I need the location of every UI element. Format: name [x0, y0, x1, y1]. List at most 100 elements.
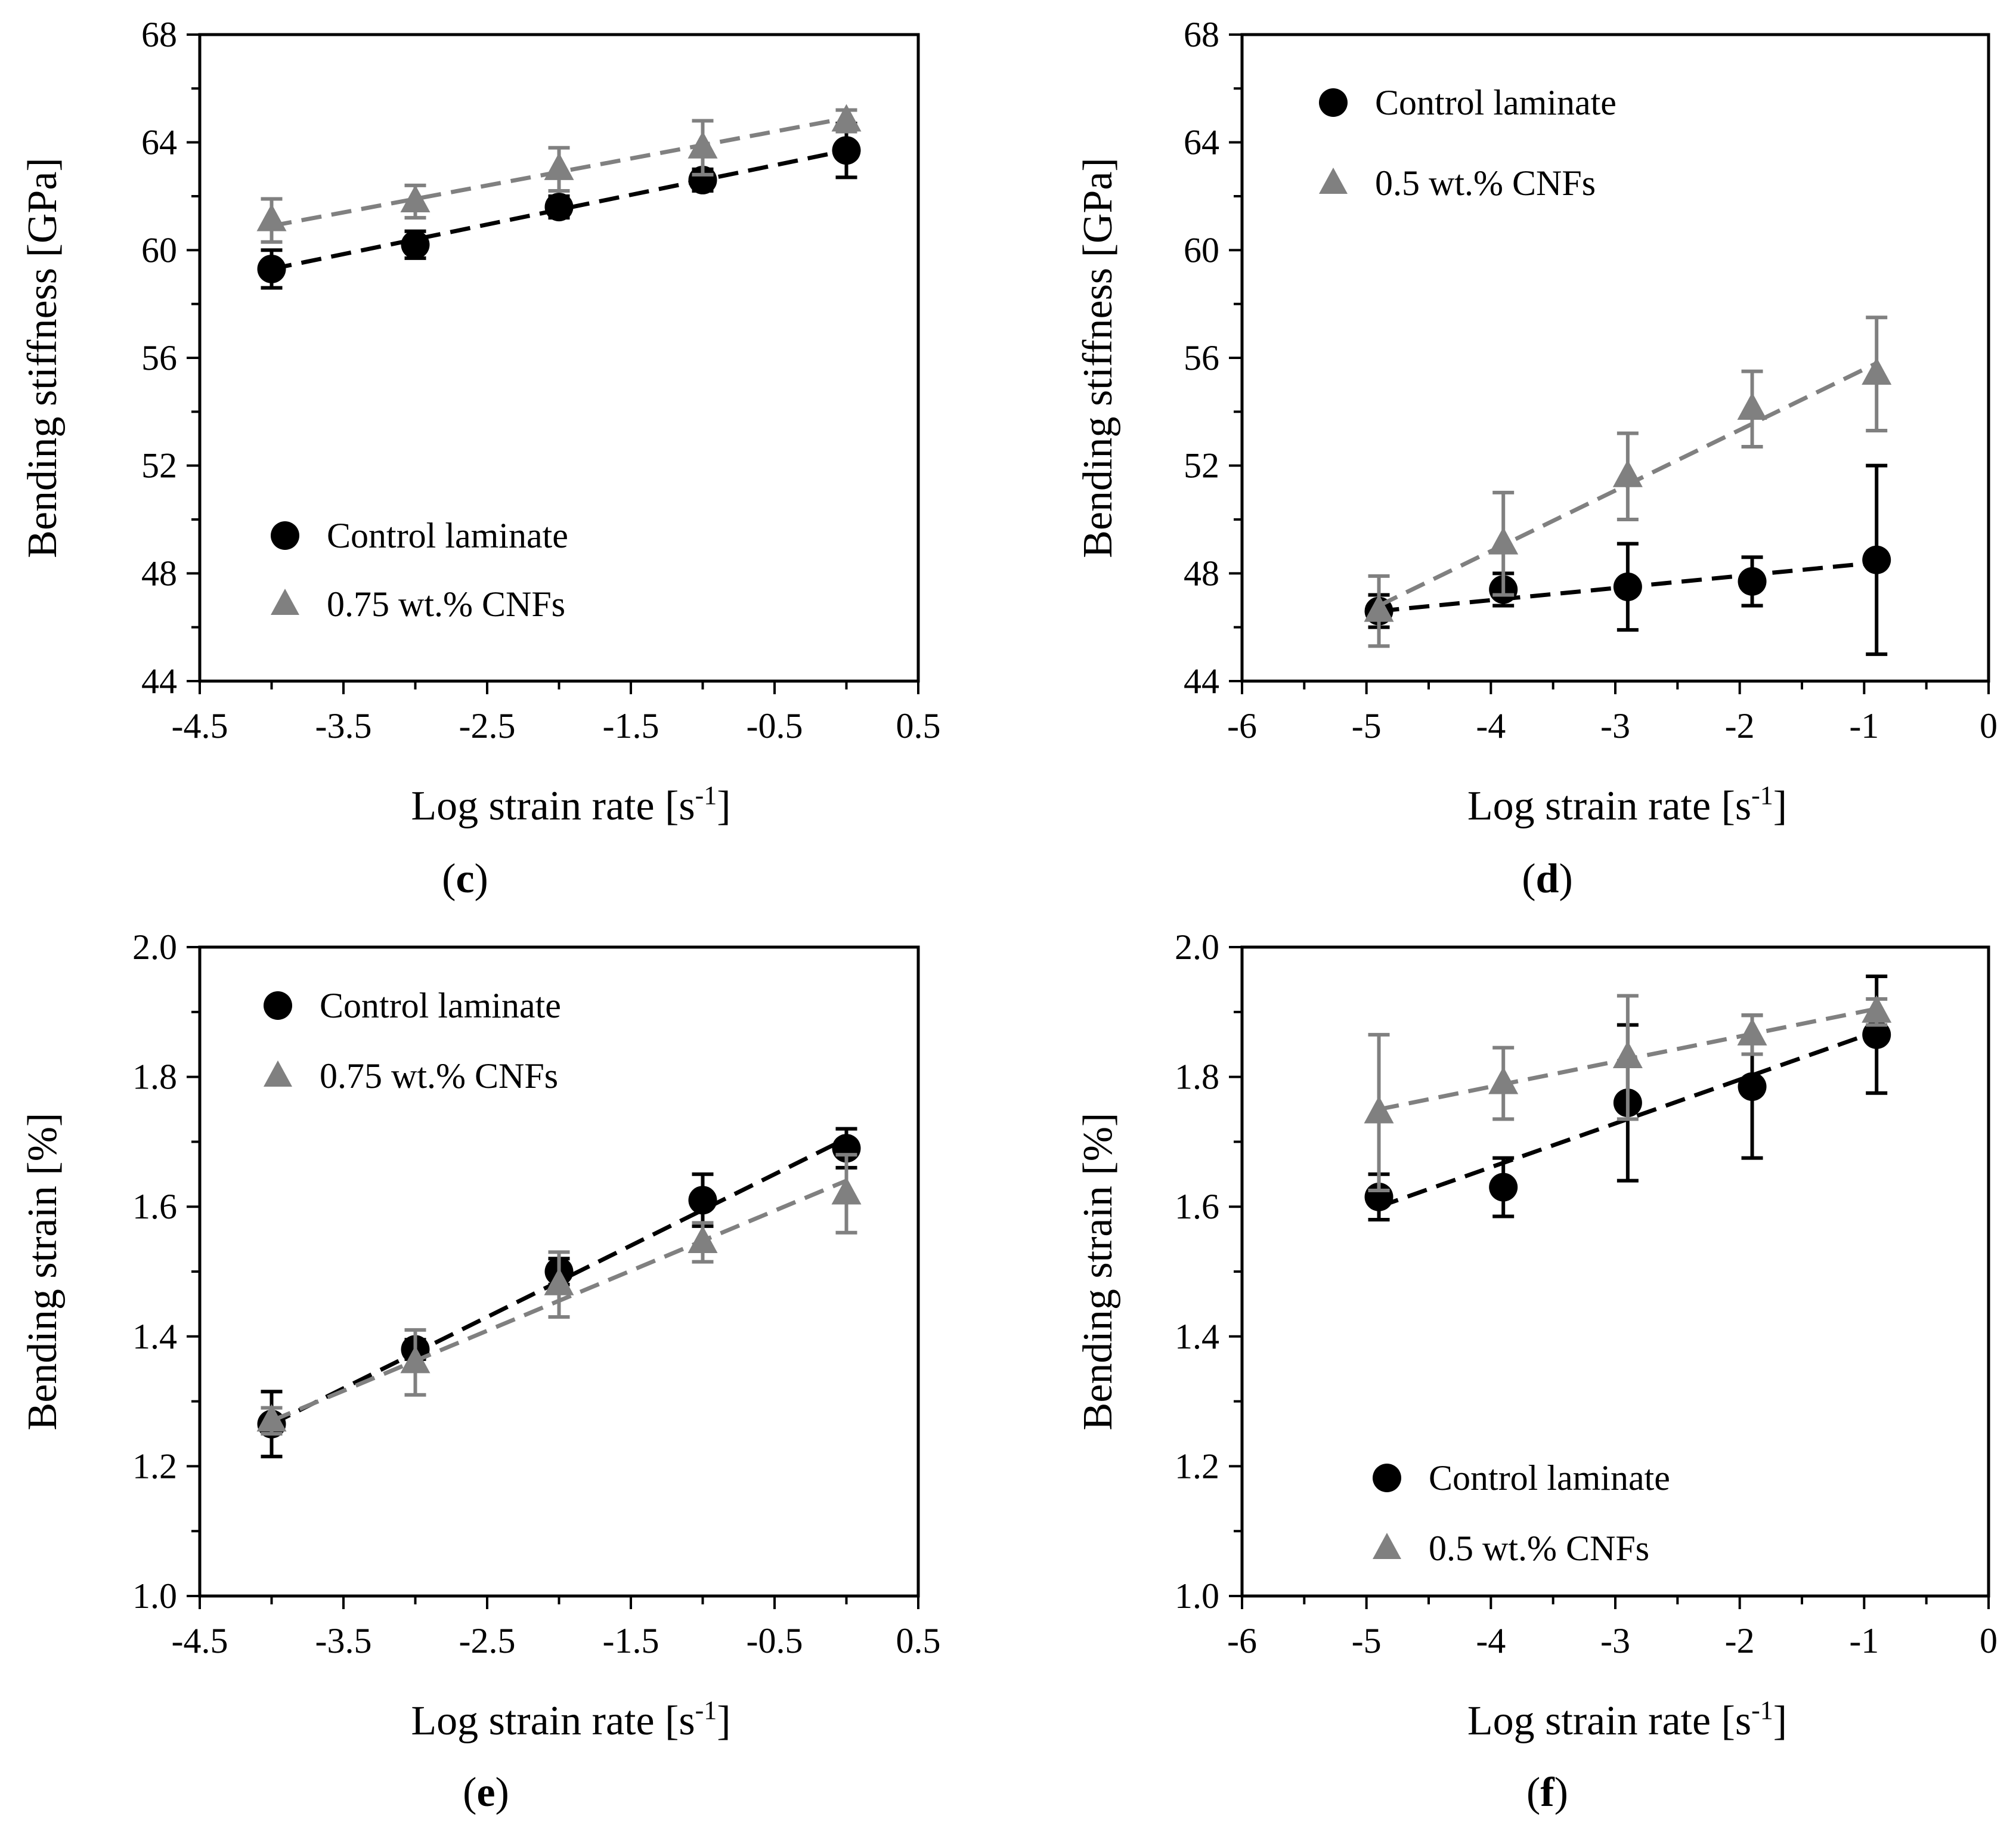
- data-point: [257, 254, 286, 283]
- trend-line: [1378, 1029, 1878, 1209]
- x-tick-label: 0: [1980, 1621, 1998, 1660]
- y-axis-title: Bending stiffness [GPa]: [1075, 157, 1121, 558]
- x-tick-label: -1: [1849, 706, 1879, 746]
- data-point: [400, 185, 431, 213]
- data-point: [831, 104, 862, 132]
- data-point: [1488, 527, 1519, 555]
- data-point: [1738, 1072, 1767, 1101]
- data-point: [1489, 1173, 1518, 1202]
- y-tick-label: 52: [1184, 446, 1219, 485]
- legend-label: Control laminate: [1429, 1458, 1670, 1498]
- legend-label: Control laminate: [327, 516, 568, 555]
- x-tick-label: -3.5: [315, 706, 372, 746]
- data-point: [544, 1267, 574, 1295]
- y-tick-label: 2.0: [132, 927, 177, 967]
- y-tick-label: 1.8: [1175, 1057, 1219, 1097]
- x-axis-title: Log strain rate [s-1]: [1467, 781, 1787, 829]
- x-axis-title: Log strain rate [s-1]: [1467, 1696, 1787, 1744]
- x-tick-label: -6: [1227, 1621, 1257, 1660]
- data-point: [1488, 1066, 1519, 1094]
- x-tick-label: -6: [1227, 706, 1257, 746]
- x-tick-label: -2: [1725, 1621, 1755, 1660]
- data-point: [1862, 1020, 1891, 1049]
- y-tick-label: 1.2: [1175, 1446, 1219, 1486]
- data-point: [832, 136, 861, 165]
- series-cnf: [256, 1153, 862, 1436]
- y-tick-label: 64: [141, 123, 177, 162]
- y-axis-title: Bending strain [%]: [1075, 1113, 1121, 1431]
- y-tick-label: 60: [1184, 230, 1219, 270]
- data-point: [1364, 594, 1394, 622]
- x-tick-label: 0.5: [896, 706, 941, 746]
- panel-label: (e): [463, 1770, 509, 1815]
- data-point: [1862, 357, 1892, 385]
- x-tick-label: -1.5: [603, 706, 659, 746]
- y-tick-label: 52: [141, 446, 177, 485]
- legend: Control laminate 0.75 wt.% CNFs: [271, 516, 568, 624]
- x-tick-label: -2.5: [459, 706, 516, 746]
- legend-label: Control laminate: [320, 986, 561, 1025]
- legend-symbol-triangle: [264, 1060, 292, 1087]
- y-tick-label: 44: [141, 661, 177, 701]
- legend: Control laminate 0.75 wt.% CNFs: [264, 986, 561, 1096]
- panel-label: (f): [1526, 1770, 1568, 1815]
- legend-label: 0.5 wt.% CNFs: [1429, 1529, 1649, 1568]
- legend-symbol-circle: [264, 991, 292, 1020]
- data-point: [1613, 572, 1642, 601]
- legend-label: 0.75 wt.% CNFs: [320, 1056, 558, 1096]
- x-tick-label: -2: [1725, 706, 1755, 746]
- y-tick-label: 1.6: [1175, 1187, 1219, 1226]
- y-tick-label: 1.0: [1175, 1576, 1219, 1616]
- x-tick-label: -5: [1352, 1621, 1382, 1660]
- data-point: [544, 193, 574, 222]
- chart-panel-f: -6 -5 -4 -3 -2 -1 0 1.0 1.2 1.4 1.6 1.8 2.0 Log strai…: [1075, 927, 1998, 1815]
- y-tick-label: 1.6: [132, 1187, 177, 1226]
- data-point: [1612, 1040, 1643, 1068]
- legend-symbol-circle: [271, 521, 299, 550]
- legend-symbol-triangle: [1319, 168, 1348, 194]
- series-cnf: [1364, 316, 1892, 648]
- series-cnf: [1364, 994, 1892, 1192]
- x-tick-label: -3: [1600, 1621, 1630, 1660]
- panel-label: (c): [442, 856, 488, 902]
- y-tick-label: 68: [1184, 15, 1219, 54]
- data-point: [1612, 459, 1643, 487]
- legend-symbol-circle: [1319, 88, 1348, 117]
- data-point: [1737, 1017, 1767, 1046]
- y-tick-label: 2.0: [1175, 927, 1219, 967]
- data-point: [688, 1226, 718, 1254]
- chart-panel-e: -4.5 -3.5 -2.5 -1.5 -0.5 0.5 1.0 1.2 1.4 1.6 1.8 2.…: [20, 927, 941, 1815]
- panel-label: (d): [1522, 856, 1573, 902]
- data-point: [544, 152, 574, 180]
- x-axis-title: Log strain rate [s-1]: [411, 1696, 730, 1744]
- legend-symbol-triangle: [271, 589, 299, 615]
- legend-label: 0.75 wt.% CNFs: [327, 584, 565, 624]
- legend: Control laminate 0.5 wt.% CNFs: [1373, 1458, 1670, 1568]
- x-tick-label: 0: [1980, 706, 1998, 746]
- data-point: [688, 1186, 717, 1215]
- y-tick-label: 1.4: [132, 1317, 177, 1356]
- x-tick-label: -0.5: [747, 1621, 803, 1660]
- x-tick-label: -0.5: [747, 706, 803, 746]
- data-point: [256, 1404, 287, 1432]
- legend-symbol-triangle: [1373, 1533, 1401, 1559]
- legend-symbol-circle: [1373, 1464, 1401, 1492]
- y-tick-label: 68: [141, 15, 177, 54]
- y-tick-label: 44: [1184, 661, 1219, 701]
- y-tick-label: 56: [1184, 338, 1219, 378]
- chart-panel-c: -4.5 -3.5 -2.5 -1.5 -0.5 0.5 44 48 52 56 60 64 68 Log…: [20, 15, 941, 902]
- legend: Control laminate 0.5 wt.% CNFs: [1319, 83, 1616, 203]
- x-tick-label: -5: [1352, 706, 1382, 746]
- data-point: [256, 203, 287, 231]
- data-point: [1364, 1096, 1394, 1124]
- x-tick-label: -1.5: [603, 1621, 659, 1660]
- y-tick-label: 1.4: [1175, 1317, 1219, 1356]
- y-axis-title: Bending stiffness [GPa]: [20, 157, 66, 558]
- data-point: [401, 230, 430, 259]
- x-axis-title: Log strain rate [s-1]: [411, 781, 730, 829]
- y-tick-label: 1.8: [132, 1057, 177, 1097]
- legend-label: Control laminate: [1375, 83, 1616, 122]
- data-point: [1737, 392, 1767, 420]
- y-axis-title: Bending strain [%]: [20, 1113, 66, 1431]
